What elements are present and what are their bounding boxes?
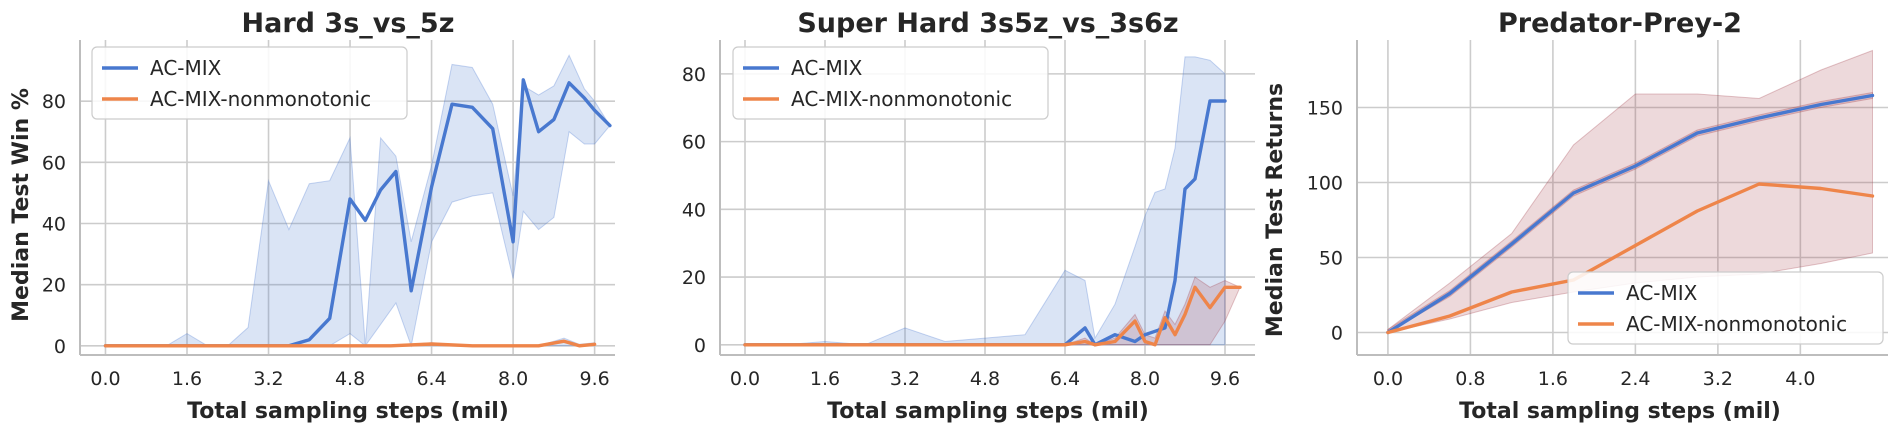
legend-entry: AC-MIX [791, 56, 863, 80]
series-line [1386, 182, 1875, 335]
y-tick-label: 80 [682, 64, 706, 86]
chart-title: Hard 3s_vs_5z [242, 8, 455, 39]
series-line [1386, 93, 1875, 335]
y-tick-label: 50 [1319, 248, 1343, 270]
x-tick-label: 6.4 [416, 368, 446, 390]
legend-entry: AC-MIX-nonmonotonic [791, 87, 1012, 111]
y-tick-label: 60 [682, 132, 706, 154]
legend: AC-MIX AC-MIX-nonmonotonic [732, 46, 1049, 120]
y-tick-label: 40 [682, 199, 706, 221]
x-tick-label: 0.8 [1455, 368, 1485, 390]
y-tick-label: 150 [1307, 98, 1343, 120]
x-tick-label: 1.6 [172, 368, 202, 390]
y-tick-label: 40 [42, 213, 66, 235]
y-axis-label: Median Test Returns [1263, 83, 1288, 337]
chart-title: Predator-Prey-2 [1498, 8, 1742, 39]
y-tick-label: 20 [682, 267, 706, 289]
panel-super-hard-3s5z-vs-3s6z: Super Hard 3s5z_vs_3s6z Total sampling s… [682, 8, 1255, 424]
x-tick-label: 3.2 [1703, 368, 1733, 390]
x-tick-label: 9.6 [580, 368, 610, 390]
x-tick-label: 3.2 [890, 368, 920, 390]
legend-frame [1567, 271, 1884, 345]
legend-entry: AC-MIX [1626, 281, 1698, 305]
y-tick-label: 0 [694, 335, 706, 357]
legend: AC-MIX AC-MIX-nonmonotonic [91, 46, 408, 120]
x-tick-label: 4.0 [1785, 368, 1815, 390]
chart-title: Super Hard 3s5z_vs_3s6z [797, 8, 1178, 39]
y-tick-label: 0 [1331, 323, 1343, 345]
series-line [743, 285, 1242, 347]
legend: AC-MIX AC-MIX-nonmonotonic [1567, 271, 1884, 345]
x-tick-label: 2.4 [1620, 368, 1650, 390]
legend-entry: AC-MIX-nonmonotonic [1626, 312, 1847, 336]
panel-predator-prey-2: Predator-Prey-2 Median Test Returns Tota… [1263, 8, 1888, 424]
y-tick-label: 20 [42, 275, 66, 297]
x-tick-label: 0.0 [730, 368, 760, 390]
x-tick-label: 8.0 [498, 368, 528, 390]
x-tick-label: 3.2 [253, 368, 283, 390]
x-tick-label: 8.0 [1130, 368, 1160, 390]
x-tick-label: 9.6 [1210, 368, 1240, 390]
x-axis-label: Total sampling steps (mil) [1459, 399, 1781, 424]
y-tick-label: 80 [42, 91, 66, 113]
legend-frame [732, 46, 1049, 120]
x-tick-label: 0.0 [90, 368, 120, 390]
y-tick-label: 100 [1307, 173, 1343, 195]
x-axis-label: Total sampling steps (mil) [187, 399, 509, 424]
x-tick-label: 1.6 [810, 368, 840, 390]
legend-entry: AC-MIX [150, 56, 222, 80]
y-tick-label: 60 [42, 152, 66, 174]
x-tick-label: 1.6 [1538, 368, 1568, 390]
x-tick-label: 4.8 [335, 368, 365, 390]
x-tick-label: 0.0 [1373, 368, 1403, 390]
x-tick-label: 6.4 [1050, 368, 1080, 390]
confidence-band [1387, 91, 1873, 334]
panel-hard-3s-vs-5z: Hard 3s_vs_5z Median Test Win % Total sa… [9, 8, 615, 424]
y-tick-label: 0 [54, 336, 66, 358]
legend-frame [91, 46, 408, 120]
x-tick-label: 4.8 [970, 368, 1000, 390]
x-axis-label: Total sampling steps (mil) [827, 399, 1149, 424]
legend-entry: AC-MIX-nonmonotonic [150, 87, 371, 111]
y-axis-label: Median Test Win % [9, 88, 34, 322]
series-line [103, 339, 597, 348]
